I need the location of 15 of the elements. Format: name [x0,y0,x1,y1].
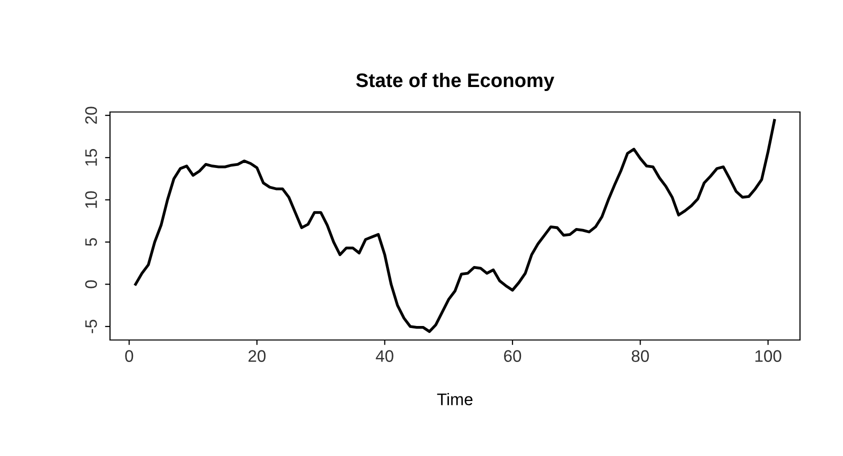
y-tick-label: 10 [85,191,97,208]
y-tick-label: 20 [85,106,97,124]
line-series [134,119,776,333]
y-tick-label: 0 [85,280,97,288]
y-tick-label: -5 [85,320,97,334]
x-tick-label: 60 [504,350,522,362]
chart-title: State of the Economy [356,72,554,92]
x-tick-label: 0 [125,350,134,362]
x-tick-label: 40 [376,350,394,362]
x-axis-title: Time [437,393,472,406]
x-tick-label: 80 [632,350,649,362]
x-tick-label: 20 [248,350,266,362]
y-tick-label: 15 [85,149,97,166]
y-tick-label: 5 [85,238,97,246]
x-tick-label: 100 [755,350,782,362]
